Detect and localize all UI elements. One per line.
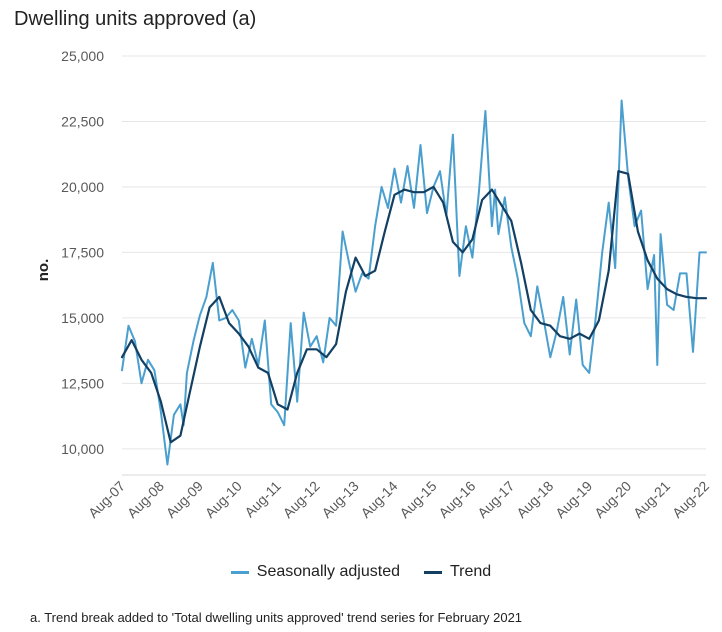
x-axis-ticks: Aug-07Aug-08Aug-09Aug-10Aug-11Aug-12Aug-… (85, 478, 712, 521)
x-tick-label: Aug-10 (202, 478, 245, 521)
x-tick-label: Aug-19 (552, 478, 595, 521)
y-axis-label: no. (35, 259, 52, 282)
y-tick-label: 17,500 (61, 244, 104, 260)
y-tick-label: 10,000 (61, 441, 104, 457)
y-tick-label: 20,000 (61, 179, 104, 195)
gridlines (122, 55, 706, 450)
x-tick-label: Aug-16 (435, 478, 478, 521)
legend-label-trend: Trend (450, 563, 492, 580)
legend-item-trend[interactable]: Trend (424, 563, 491, 581)
x-tick-label: Aug-17 (474, 478, 517, 521)
x-tick-label: Aug-07 (85, 478, 128, 521)
x-tick-label: Aug-15 (396, 478, 439, 521)
x-tick-label: Aug-20 (591, 478, 634, 521)
y-tick-label: 12,500 (61, 375, 104, 391)
y-tick-label: 15,000 (61, 310, 104, 326)
x-tick-label: Aug-13 (318, 478, 361, 521)
x-tick-label: Aug-09 (163, 478, 206, 521)
legend-label-seasonal: Seasonally adjusted (256, 563, 400, 580)
y-tick-label: 22,500 (61, 113, 104, 129)
x-tick-label: Aug-11 (241, 478, 284, 521)
series-line-seasonally-adjusted (121, 99, 707, 466)
line-chart: 10,000 12,500 15,000 17,500 20,000 22,500 25,0… (35, 48, 712, 521)
chart-title: Dwelling units approved (a) (14, 8, 257, 30)
legend-swatch-seasonal (230, 570, 249, 574)
series-group (120, 99, 708, 466)
y-axis-ticks: 10,000 12,500 15,000 17,500 20,000 22,500 25,0… (61, 48, 104, 457)
legend-item-seasonally-adjusted[interactable]: Seasonally adjusted (230, 563, 400, 581)
legend: Seasonally adjusted Trend (0, 563, 722, 581)
legend-swatch-trend (424, 570, 442, 574)
x-tick-label: Aug-08 (124, 478, 167, 521)
x-tick-label: Aug-21 (630, 478, 673, 521)
series-line-trend (120, 170, 708, 444)
x-tick-label: Aug-14 (357, 478, 400, 521)
footnote: a. Trend break added to 'Total dwelling … (30, 610, 523, 625)
x-tick-label: Aug-12 (280, 478, 323, 521)
y-tick-label: 25,000 (61, 48, 104, 64)
x-tick-label: Aug-22 (669, 478, 712, 521)
x-tick-label: Aug-18 (513, 478, 556, 521)
